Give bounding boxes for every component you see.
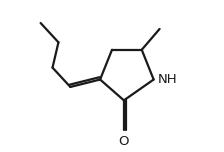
Text: O: O [119,135,129,148]
Text: NH: NH [157,73,177,86]
